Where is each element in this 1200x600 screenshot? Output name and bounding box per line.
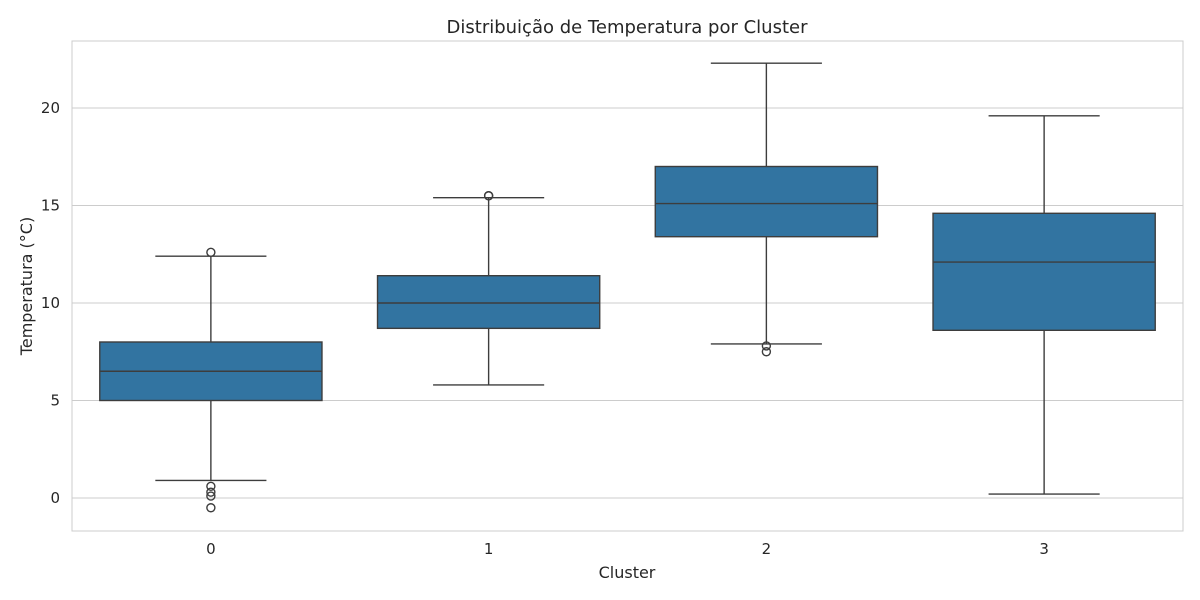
chart-title: Distribuição de Temperatura por Cluster	[447, 17, 809, 38]
x-tick-label: 0	[206, 540, 216, 558]
plot-frame	[71, 40, 1184, 532]
x-tick-label: 1	[484, 540, 494, 558]
outlier-point	[206, 247, 216, 258]
box-group-cluster-3	[932, 115, 1156, 495]
y-axis-label: Temperatura (°C)	[17, 217, 36, 356]
iqr-box	[654, 165, 879, 238]
outlier-point	[483, 191, 494, 201]
outlier-point	[206, 491, 216, 501]
box-group-cluster-2	[654, 62, 879, 357]
x-axis-label: Cluster	[599, 563, 656, 582]
y-tick-labels: 0 5 10 15 20	[41, 99, 60, 507]
outlier-point	[761, 347, 772, 357]
y-tick-label: 20	[41, 99, 60, 117]
y-tick-label: 15	[41, 197, 60, 215]
outlier-point	[761, 341, 772, 351]
outlier-point	[206, 481, 216, 491]
y-tick-label: 10	[41, 294, 60, 312]
outlier-point	[206, 487, 216, 497]
y-tick-label: 0	[50, 489, 60, 507]
y-tick-label: 5	[50, 392, 60, 410]
outlier-point	[206, 503, 216, 513]
iqr-box	[376, 275, 601, 330]
x-tick-label: 3	[1039, 540, 1049, 558]
box-group-cluster-0	[99, 247, 323, 513]
boxes	[99, 62, 1156, 513]
iqr-box	[932, 212, 1156, 332]
x-tick-labels: 0 1 2 3	[206, 540, 1049, 558]
x-tick-label: 2	[762, 540, 772, 558]
box-group-cluster-1	[376, 191, 601, 386]
